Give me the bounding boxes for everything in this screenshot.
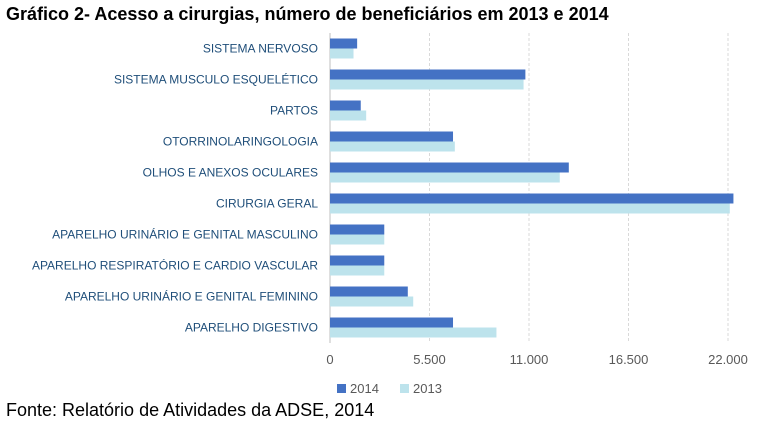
bars — [330, 38, 734, 338]
bar-2014-aparelho-urinario-e-genital-feminino — [330, 286, 408, 297]
bar-2013-aparelho-urinario-e-genital-feminino — [330, 296, 414, 307]
source-note: Fonte: Relatório de Atividades da ADSE, … — [6, 400, 375, 420]
bar-2014-aparelho-digestivo — [330, 317, 454, 328]
x-tick-label: 16.500 — [609, 352, 649, 367]
legend-label-2014: 2014 — [350, 381, 379, 396]
bar-2014-partos — [330, 100, 361, 111]
tick-labels: 0 5.500 11.000 16.500 22.000 — [326, 352, 748, 367]
bar-2014-sistema-musculo-esqueletico — [330, 69, 526, 80]
legend-label-2013: 2013 — [413, 381, 442, 396]
bar-2014-cirurgia-geral — [330, 193, 734, 204]
category-label: OLHOS E ANEXOS OCULARES — [143, 166, 318, 180]
category-label: PARTOS — [270, 104, 318, 118]
bar-2013-partos — [330, 110, 367, 121]
legend: 2014 2013 — [337, 381, 442, 396]
bar-2013-sistema-nervoso — [330, 48, 354, 59]
category-label: OTORRINOLARINGOLOGIA — [163, 135, 318, 149]
bar-2014-aparelho-urinario-e-genital-masculino — [330, 224, 385, 235]
bar-2013-otorrinolaringologia — [330, 141, 455, 152]
category-label: APARELHO RESPIRATÓRIO E CARDIO VASCULAR — [32, 258, 318, 273]
bar-2014-sistema-nervoso — [330, 38, 358, 49]
bar-2014-aparelho-respiratorio-e-cardio-vascular — [330, 255, 385, 266]
category-label: SISTEMA NERVOSO — [203, 42, 318, 56]
bar-2013-aparelho-respiratorio-e-cardio-vascular — [330, 265, 385, 276]
bar-2013-olhos-e-anexos-oculares — [330, 172, 560, 183]
bar-2013-sistema-musculo-esqueletico — [330, 79, 524, 90]
x-tick-label: 5.500 — [413, 352, 446, 367]
bar-2013-cirurgia-geral — [330, 203, 730, 214]
bar-2014-otorrinolaringologia — [330, 131, 454, 142]
legend-swatch-2013 — [400, 384, 409, 393]
x-tick-label: 22.000 — [708, 352, 748, 367]
category-label: APARELHO URINÁRIO E GENITAL MASCULINO — [52, 227, 318, 242]
x-tick-label: 0 — [326, 352, 333, 367]
legend-swatch-2014 — [337, 384, 346, 393]
category-label: APARELHO DIGESTIVO — [185, 321, 318, 335]
x-tick-label: 11.000 — [510, 352, 549, 367]
category-label: APARELHO URINÁRIO E GENITAL FEMININO — [65, 289, 318, 304]
bar-2013-aparelho-digestivo — [330, 327, 497, 338]
category-labels: SISTEMA NERVOSO SISTEMA MUSCULO ESQUELÉTI… — [32, 42, 318, 335]
bar-2014-olhos-e-anexos-oculares — [330, 162, 569, 173]
bar-2013-aparelho-urinario-e-genital-masculino — [330, 234, 385, 245]
chart-title: Gráfico 2- Acesso a cirurgias, número de… — [6, 4, 609, 24]
category-label: CIRURGIA GERAL — [216, 197, 318, 211]
category-label: SISTEMA MUSCULO ESQUELÉTICO — [114, 72, 318, 87]
